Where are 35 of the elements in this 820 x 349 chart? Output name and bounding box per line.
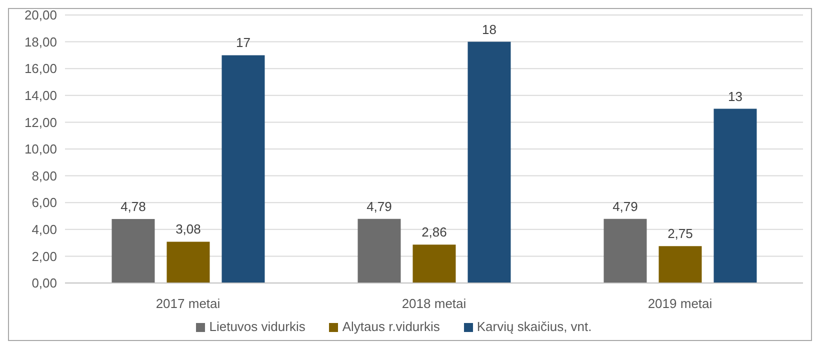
data-label: 4,78 [120, 198, 146, 214]
x-tick-label: 2019 metai [648, 296, 712, 312]
y-tick-label: 0,00 [32, 276, 57, 291]
x-tick-label: 2017 metai [156, 296, 220, 312]
y-tick-label: 8,00 [32, 168, 57, 184]
bar [358, 218, 401, 283]
bar [112, 218, 155, 283]
y-tick-label: 6,00 [32, 195, 57, 210]
x-tick-label: 2018 metai [402, 296, 466, 312]
y-tick-label: 16,00 [24, 61, 57, 76]
data-label: 2,75 [668, 226, 693, 242]
y-tick-label: 2,00 [32, 248, 57, 264]
bar [412, 244, 456, 283]
bar [166, 242, 210, 283]
data-label: 4,79 [612, 198, 638, 214]
legend-label: Lietuvos vidurkis [209, 319, 306, 334]
y-tick-label: 12,00 [24, 114, 57, 130]
legend-label: Alytaus r.vidurkis [342, 319, 440, 334]
data-label: 13 [728, 88, 742, 104]
bar [222, 55, 265, 283]
y-tick-label: 10,00 [24, 142, 57, 157]
bar [468, 42, 511, 283]
data-label: 3,08 [176, 222, 201, 237]
legend-label: Karvių skaičius, vnt. [476, 319, 592, 334]
data-label: 18 [482, 22, 496, 37]
data-label: 17 [236, 35, 250, 50]
bar [714, 108, 757, 283]
y-tick-label: 14,00 [24, 88, 57, 104]
data-label: 4,79 [366, 198, 392, 214]
bar [604, 218, 647, 283]
y-tick-label: 4,00 [32, 222, 57, 238]
bar [658, 246, 702, 283]
y-tick-label: 20,00 [24, 8, 57, 23]
data-label: 2,86 [422, 224, 447, 240]
y-tick-label: 18,00 [24, 34, 57, 50]
